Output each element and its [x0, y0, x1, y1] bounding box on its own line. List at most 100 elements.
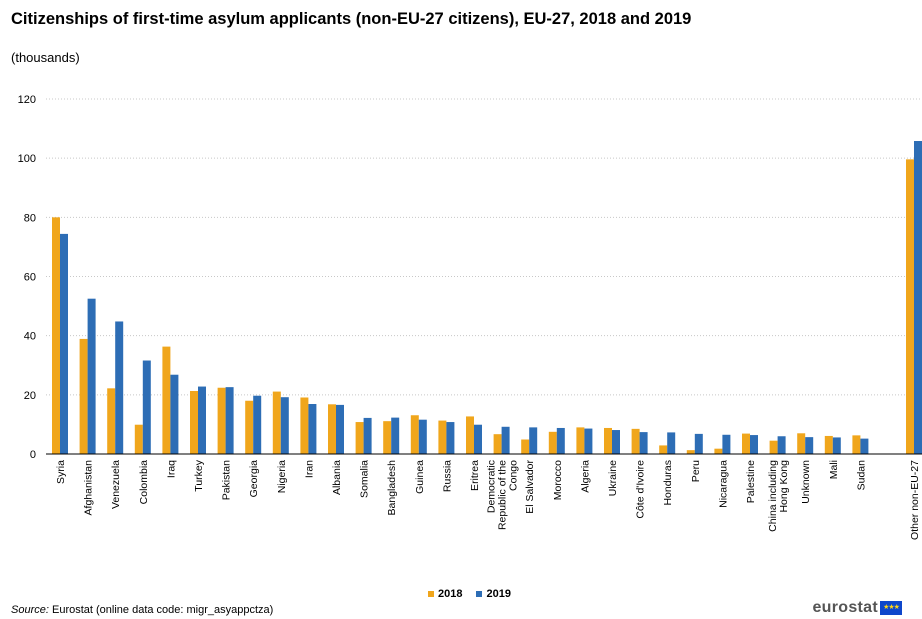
bar-2018 — [769, 440, 778, 454]
bar-2019 — [170, 374, 179, 454]
x-tick-label: Venezuela — [110, 460, 122, 509]
x-tick-label: Afghanistan — [83, 460, 95, 516]
x-tick-label: China includingHong Kong — [767, 460, 790, 532]
x-tick-label: Iraq — [165, 460, 177, 478]
x-tick-label: Georgia — [248, 460, 260, 498]
bar-2019 — [225, 387, 234, 454]
x-tick-label: Unknown — [800, 460, 812, 504]
bar-2019 — [529, 427, 538, 454]
bar-2019 — [584, 428, 593, 454]
bar-2018 — [79, 338, 88, 454]
bar-2019 — [639, 432, 648, 454]
x-tick-label: Nicaragua — [717, 460, 729, 508]
legend-item-2018: 2018 — [428, 588, 462, 600]
chart-subtitle: (thousands) — [11, 50, 80, 65]
x-tick-label: El Salvador — [524, 460, 536, 514]
source-note: Source: Eurostat (online data code: migr… — [11, 604, 273, 616]
x-tick-label: Guinea — [414, 460, 426, 494]
bar-2019 — [87, 298, 96, 454]
bar-2019 — [253, 395, 262, 454]
bar-2018 — [328, 404, 336, 454]
y-tick-label: 100 — [18, 153, 36, 165]
x-tick-label: Algeria — [579, 460, 591, 493]
x-tick-label: Honduras — [662, 460, 674, 506]
x-tick-label: Eritrea — [469, 460, 481, 491]
x-tick-label: Côte d'Ivoire — [635, 460, 647, 519]
bar-2018 — [162, 346, 171, 454]
bar-2019 — [722, 434, 731, 454]
x-tick-label: Sudan — [855, 460, 867, 491]
bar-2019 — [860, 438, 869, 454]
legend-item-2019: 2019 — [476, 588, 511, 600]
x-tick-label: Somalia — [359, 460, 371, 498]
bar-2018 — [824, 435, 833, 454]
legend-label-2018: 2018 — [438, 588, 463, 600]
x-tick-label: Other non-EU-27 — [909, 460, 921, 540]
x-tick-label: DemocraticRepublic of theCongo — [486, 460, 520, 530]
x-tick-label: Bangladesh — [386, 460, 398, 516]
bar-chart: 0 20 40 60 80 100 120 Syria Afghanistan Venezuel… — [18, 94, 922, 540]
eurostat-logo: eurostat ★★★ — [812, 599, 902, 617]
bar-2019 — [777, 436, 786, 454]
bars — [52, 141, 922, 454]
x-tick-label: Peru — [690, 460, 702, 482]
bar-2019 — [832, 437, 841, 454]
bar-2018 — [190, 390, 198, 454]
legend: 2018 2019 — [428, 588, 511, 600]
bar-2018 — [659, 445, 668, 454]
bar-2018 — [604, 427, 612, 454]
bar-2019 — [280, 397, 289, 454]
bar-2018 — [410, 415, 419, 454]
legend-swatch-2018 — [428, 591, 434, 597]
y-tick-label: 120 — [18, 94, 36, 106]
logo-text: eurostat — [812, 599, 878, 616]
bar-2019 — [142, 360, 151, 454]
bar-2018 — [906, 159, 914, 454]
x-tick-label: Iran — [303, 460, 315, 478]
bar-2019 — [805, 437, 814, 454]
bar-2019 — [363, 417, 372, 454]
bar-2019 — [667, 432, 676, 454]
y-tick-label: 80 — [24, 212, 36, 224]
legend-label-2019: 2019 — [486, 588, 511, 600]
bar-2018 — [466, 416, 474, 454]
y-tick-label: 0 — [30, 449, 36, 461]
bar-2019 — [336, 404, 344, 454]
bar-2018 — [548, 431, 557, 454]
x-axis-labels: Syria Afghanistan Venezuela Colombia Iraq Tur… — [55, 459, 921, 540]
x-tick-label: Albania — [331, 460, 343, 495]
bar-2019 — [308, 404, 317, 454]
bar-2018 — [272, 391, 281, 454]
bar-2018 — [52, 217, 60, 454]
bar-2018 — [134, 424, 143, 454]
bar-2018 — [852, 435, 861, 454]
bar-2019 — [694, 433, 703, 454]
bar-2018 — [383, 421, 392, 454]
x-tick-label: Colombia — [138, 460, 150, 505]
x-tick-label: Mali — [828, 460, 840, 479]
x-tick-label: Russia — [441, 460, 453, 492]
bar-2018 — [576, 427, 585, 454]
bar-2019 — [418, 419, 427, 454]
y-tick-label: 60 — [24, 272, 36, 284]
bar-2019 — [391, 417, 400, 454]
x-tick-label: Palestine — [745, 460, 757, 503]
bar-2018 — [245, 400, 254, 454]
bar-2018 — [521, 439, 530, 454]
source-text: Eurostat (online data code: migr_asyappc… — [51, 604, 274, 616]
bar-2018 — [355, 422, 364, 454]
bar-2018 — [631, 428, 640, 454]
x-tick-label: Nigeria — [276, 460, 288, 493]
bar-2019 — [556, 427, 565, 454]
x-tick-label: Morocco — [552, 460, 564, 500]
eu-flag-icon: ★★★ — [880, 601, 902, 615]
bar-2019 — [914, 141, 922, 454]
source-label: Source: — [11, 604, 49, 616]
bar-2018 — [438, 420, 447, 454]
bar-2019 — [750, 435, 758, 454]
y-tick-label: 20 — [24, 390, 36, 402]
legend-swatch-2019 — [476, 591, 483, 597]
y-axis-ticks: 0 20 40 60 80 100 120 — [18, 94, 36, 461]
bar-2018 — [107, 388, 116, 454]
bar-2018 — [797, 433, 806, 454]
